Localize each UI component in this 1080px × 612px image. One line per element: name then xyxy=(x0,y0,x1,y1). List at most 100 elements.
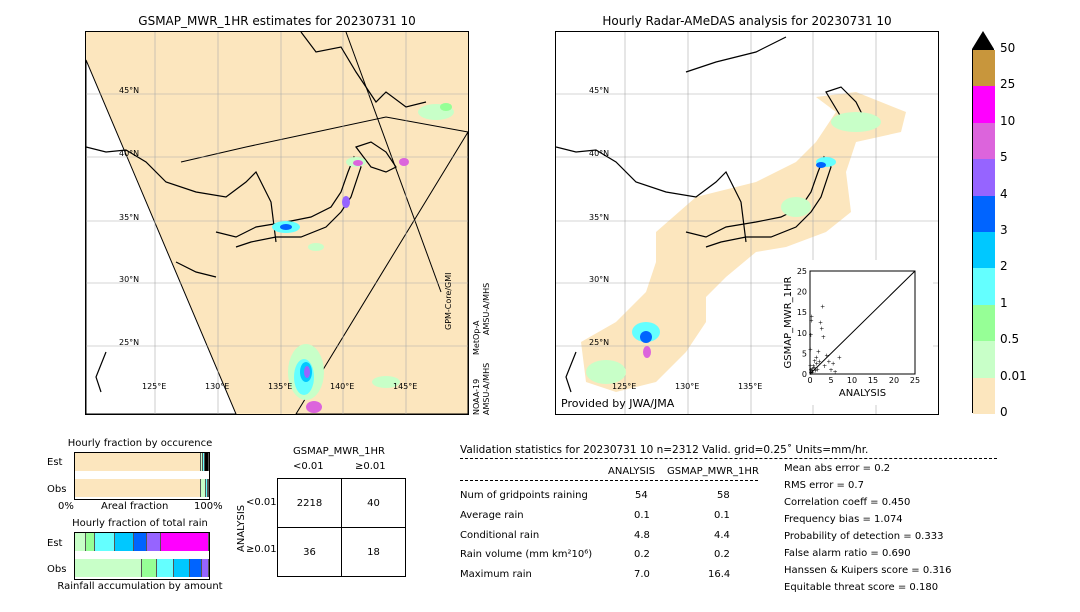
right-map-title: Hourly Radar-AMeDAS analysis for 2023073… xyxy=(602,14,892,28)
scatter-point: + xyxy=(831,361,836,368)
stacked-bar-segment xyxy=(203,453,205,471)
colorbar-segment xyxy=(973,122,995,160)
validation-row-label: Conditional rain xyxy=(460,530,540,541)
colorbar-extend-arrow xyxy=(972,31,994,49)
validation-row-analysis: 0.2 xyxy=(634,549,650,560)
contingency-cell: 36 xyxy=(277,527,342,577)
colorbar-tick-label: 0 xyxy=(1000,405,1008,419)
scatter-point: + xyxy=(811,363,816,370)
score-line: Mean abs error = 0.2 xyxy=(784,463,891,474)
scatter-point: + xyxy=(808,367,813,374)
score-line: Correlation coeff = 0.450 xyxy=(784,497,911,508)
scatter-point: + xyxy=(808,332,813,339)
colorbar-tick-label: 0.5 xyxy=(1000,332,1020,347)
sat-label-amsu2: AMSU-A/MHS xyxy=(482,282,491,335)
scatter-point: + xyxy=(814,355,819,362)
stacked-bar-segment xyxy=(204,453,209,471)
validation-row-label: Rain volume (mm km²10⁶) xyxy=(460,549,593,560)
scatter-y-tick: 25 xyxy=(797,267,807,276)
validation-row-analysis: 0.1 xyxy=(634,510,650,521)
occurrence-axis-left: 0% xyxy=(58,501,74,512)
scatter-y-tick: 0 xyxy=(802,370,807,379)
validation-row-gsmap: 16.4 xyxy=(708,569,731,580)
right-lon-135: 135°E xyxy=(738,382,763,391)
validation-row-analysis: 7.0 xyxy=(634,569,650,580)
left-lat-25: 25°N xyxy=(119,338,140,347)
validation-row-label: Average rain xyxy=(460,510,524,521)
right-map-credit: Provided by JWA/JMA xyxy=(561,397,675,410)
contingency-col-lt: <0.01 xyxy=(293,461,324,472)
scatter-point: + xyxy=(833,369,838,376)
stacked-bar-segment xyxy=(156,559,175,577)
stacked-bar-segment xyxy=(190,559,203,577)
scatter-point: + xyxy=(837,355,842,362)
stacked-bar-segment xyxy=(147,533,161,551)
left-lat-40: 40°N xyxy=(119,149,140,158)
left-lat-30: 30°N xyxy=(119,275,140,284)
colorbar-segment xyxy=(973,232,995,269)
validation-header: Validation statistics for 20230731 10 n=… xyxy=(460,444,869,456)
score-line: False alarm ratio = 0.690 xyxy=(784,548,911,559)
scatter-y-tick: 15 xyxy=(797,308,807,317)
scatter-point: + xyxy=(810,366,815,373)
stacked-bar-segment xyxy=(200,453,204,471)
stacked-bar-segment xyxy=(75,559,142,577)
colorbar xyxy=(972,31,995,414)
right-lat-30: 30°N xyxy=(589,275,610,284)
validation-row-gsmap: 4.4 xyxy=(714,530,730,541)
colorbar-segment xyxy=(973,341,995,378)
occurrence-obs-label: Obs xyxy=(47,484,67,495)
scatter-y-tick: 10 xyxy=(797,329,807,338)
validation-row-gsmap: 0.2 xyxy=(714,549,730,560)
colorbar-tick-label: 10 xyxy=(1000,113,1016,128)
left-lon-125: 125°E xyxy=(142,382,167,391)
colorbar-segment xyxy=(973,195,995,232)
scatter-point: + xyxy=(828,367,833,374)
scatter-point: + xyxy=(809,317,814,324)
left-map-graphics xyxy=(86,32,468,414)
validation-divider-top xyxy=(460,458,997,459)
validation-row-analysis: 54 xyxy=(635,490,648,501)
colorbar-segment xyxy=(973,268,995,305)
scatter-y-tick: 5 xyxy=(802,349,807,358)
scatter-x-tick: 10 xyxy=(847,376,857,385)
scatter-point: + xyxy=(817,359,822,366)
score-line: Probability of detection = 0.333 xyxy=(784,531,944,542)
scatter-point: + xyxy=(824,352,829,359)
left-map-title: GSMAP_MWR_1HR estimates for 20230731 10 xyxy=(138,14,416,28)
colorbar-tick-label: 25 xyxy=(1000,77,1016,92)
scatter-x-tick: 15 xyxy=(868,376,878,385)
validation-col-analysis: ANALYSIS xyxy=(608,466,656,477)
score-line: Equitable threat score = 0.180 xyxy=(784,582,939,593)
colorbar-tick-label: 3 xyxy=(1000,223,1008,237)
scatter-point: + xyxy=(816,348,821,355)
sat-label-gpm: GPM-Core/GMI xyxy=(444,272,453,330)
total-rain-footer: Rainfall accumulation by amount xyxy=(57,581,223,592)
contingency-row-lt: <0.01 xyxy=(246,497,277,508)
colorbar-segment xyxy=(973,304,995,342)
occurrence-chart xyxy=(74,452,210,500)
scatter-point: + xyxy=(822,363,827,370)
scatter-point: + xyxy=(819,326,824,333)
validation-row-label: Num of gridpoints raining xyxy=(460,490,588,501)
stacked-bar-segment xyxy=(115,533,134,551)
validation-divider-mid xyxy=(460,480,758,481)
occurrence-title: Hourly fraction by occurence xyxy=(67,438,213,449)
scatter-inset: 0 0 5 5 10 10 15 15 20 20 25 25 + + + + + + + + + + + + + + + + + + + +… xyxy=(783,260,933,405)
scatter-point: + xyxy=(826,359,831,366)
validation-row-gsmap: 0.1 xyxy=(714,510,730,521)
score-line: Frequency bias = 1.074 xyxy=(784,514,903,525)
stacked-bar-segment xyxy=(174,559,191,577)
right-lat-40: 40°N xyxy=(589,149,610,158)
scatter-x-tick: 20 xyxy=(889,376,899,385)
stacked-bar-segment xyxy=(85,533,96,551)
scatter-ylabel: GSMAP_MWR_1HR xyxy=(783,277,794,369)
scatter-point: + xyxy=(808,363,813,370)
scatter-diagonal xyxy=(809,270,916,375)
stacked-bar-segment xyxy=(75,453,201,471)
validation-row-gsmap: 58 xyxy=(717,490,730,501)
scatter-point: + xyxy=(810,369,815,376)
stacked-bar-segment xyxy=(142,559,157,577)
colorbar-tick-label: 4 xyxy=(1000,186,1008,201)
scatter-point: + xyxy=(812,358,817,365)
